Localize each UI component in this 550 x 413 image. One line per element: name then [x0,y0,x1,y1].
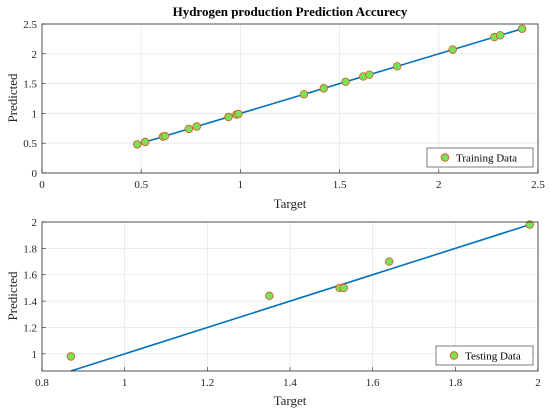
data-point [299,90,309,99]
x-tick-label: 0.8 [35,377,49,389]
x-tick-label: 1.2 [200,377,214,389]
x-tick-label: 2.5 [531,179,545,191]
data-point [319,84,328,93]
x-tick-label: 1.8 [448,377,462,389]
data-point [140,137,150,147]
data-point [385,257,394,266]
plot-frame [41,221,539,372]
x-tick-label: 1.5 [333,179,347,191]
y-tick-label: 2 [32,49,38,61]
y-tick-label: 1 [32,349,38,361]
y-axis-label: Predicted [5,271,20,321]
y-tick-label: 0.5 [23,138,37,150]
y-tick-label: 1.5 [23,79,37,91]
data-point [339,283,348,293]
legend: Testing Data [435,345,534,366]
data-point [234,109,243,119]
data-point [448,45,457,54]
x-axis-label: Target [274,393,307,408]
chart-title: Hydrogen production Prediction Accurecy [173,4,408,19]
legend-box [426,147,534,168]
y-tick-label: 1.8 [23,243,37,255]
data-marks [133,24,527,149]
x-tick-label: 2 [535,377,541,389]
y-tick-label: 0 [32,168,38,180]
y-tick-label: 1.6 [23,270,37,282]
data-point [265,291,274,301]
data-point [224,112,233,122]
legend-label: Testing Data [465,351,521,363]
x-tick-label: 1.4 [283,377,297,389]
x-tick-label: 1 [238,179,244,191]
y-tick-label: 1.4 [23,296,37,308]
data-point [341,77,350,87]
x-tick-label: 0 [39,179,45,191]
data-point [496,31,505,40]
y-tick-label: 1.2 [23,322,37,334]
fit-line [70,223,530,372]
x-tick-label: 2 [436,179,442,191]
tick-labels: 0.8 1 1.2 1.4 1.6 1.8 2 1 1.2 1.4 1.6 1.8 2 [23,217,541,389]
y-tick-label: 2.5 [23,19,37,31]
x-tick-label: 1.6 [366,377,380,389]
legend-box [435,345,534,366]
y-axis-label: Predicted [5,73,20,123]
x-tick-label: 0.5 [134,179,148,191]
data-point [192,122,201,131]
tick-labels: 0 0.5 1 1.5 2 2.5 0 0.5 1 1.5 2 2.5 [23,19,545,191]
x-axis-label: Target [274,196,307,211]
data-point [184,124,194,134]
y-tick-label: 2 [32,217,38,229]
fit-line [137,28,523,146]
y-tick-label: 1 [32,108,38,120]
testing-plot: 0.8 1 1.2 1.4 1.6 1.8 2 1 1.2 1.4 1.6 1.8 2 Target P… [5,217,541,408]
data-point [525,220,534,229]
data-point [160,131,170,141]
legend: Training Data [426,147,534,168]
data-point [517,24,527,33]
data-point [392,62,402,71]
data-point [66,352,76,361]
training-plot: 0 0.5 1 1.5 2 2.5 0 0.5 1 1.5 2 2.5 Target Predicte… [5,19,545,211]
data-marks [66,220,534,372]
legend-marker [440,153,450,162]
plot-frame [41,23,539,174]
legend-label: Training Data [456,153,517,165]
x-tick-label: 1 [122,377,128,389]
data-point [365,70,374,79]
legend-marker [449,351,459,360]
data-point [133,140,142,149]
